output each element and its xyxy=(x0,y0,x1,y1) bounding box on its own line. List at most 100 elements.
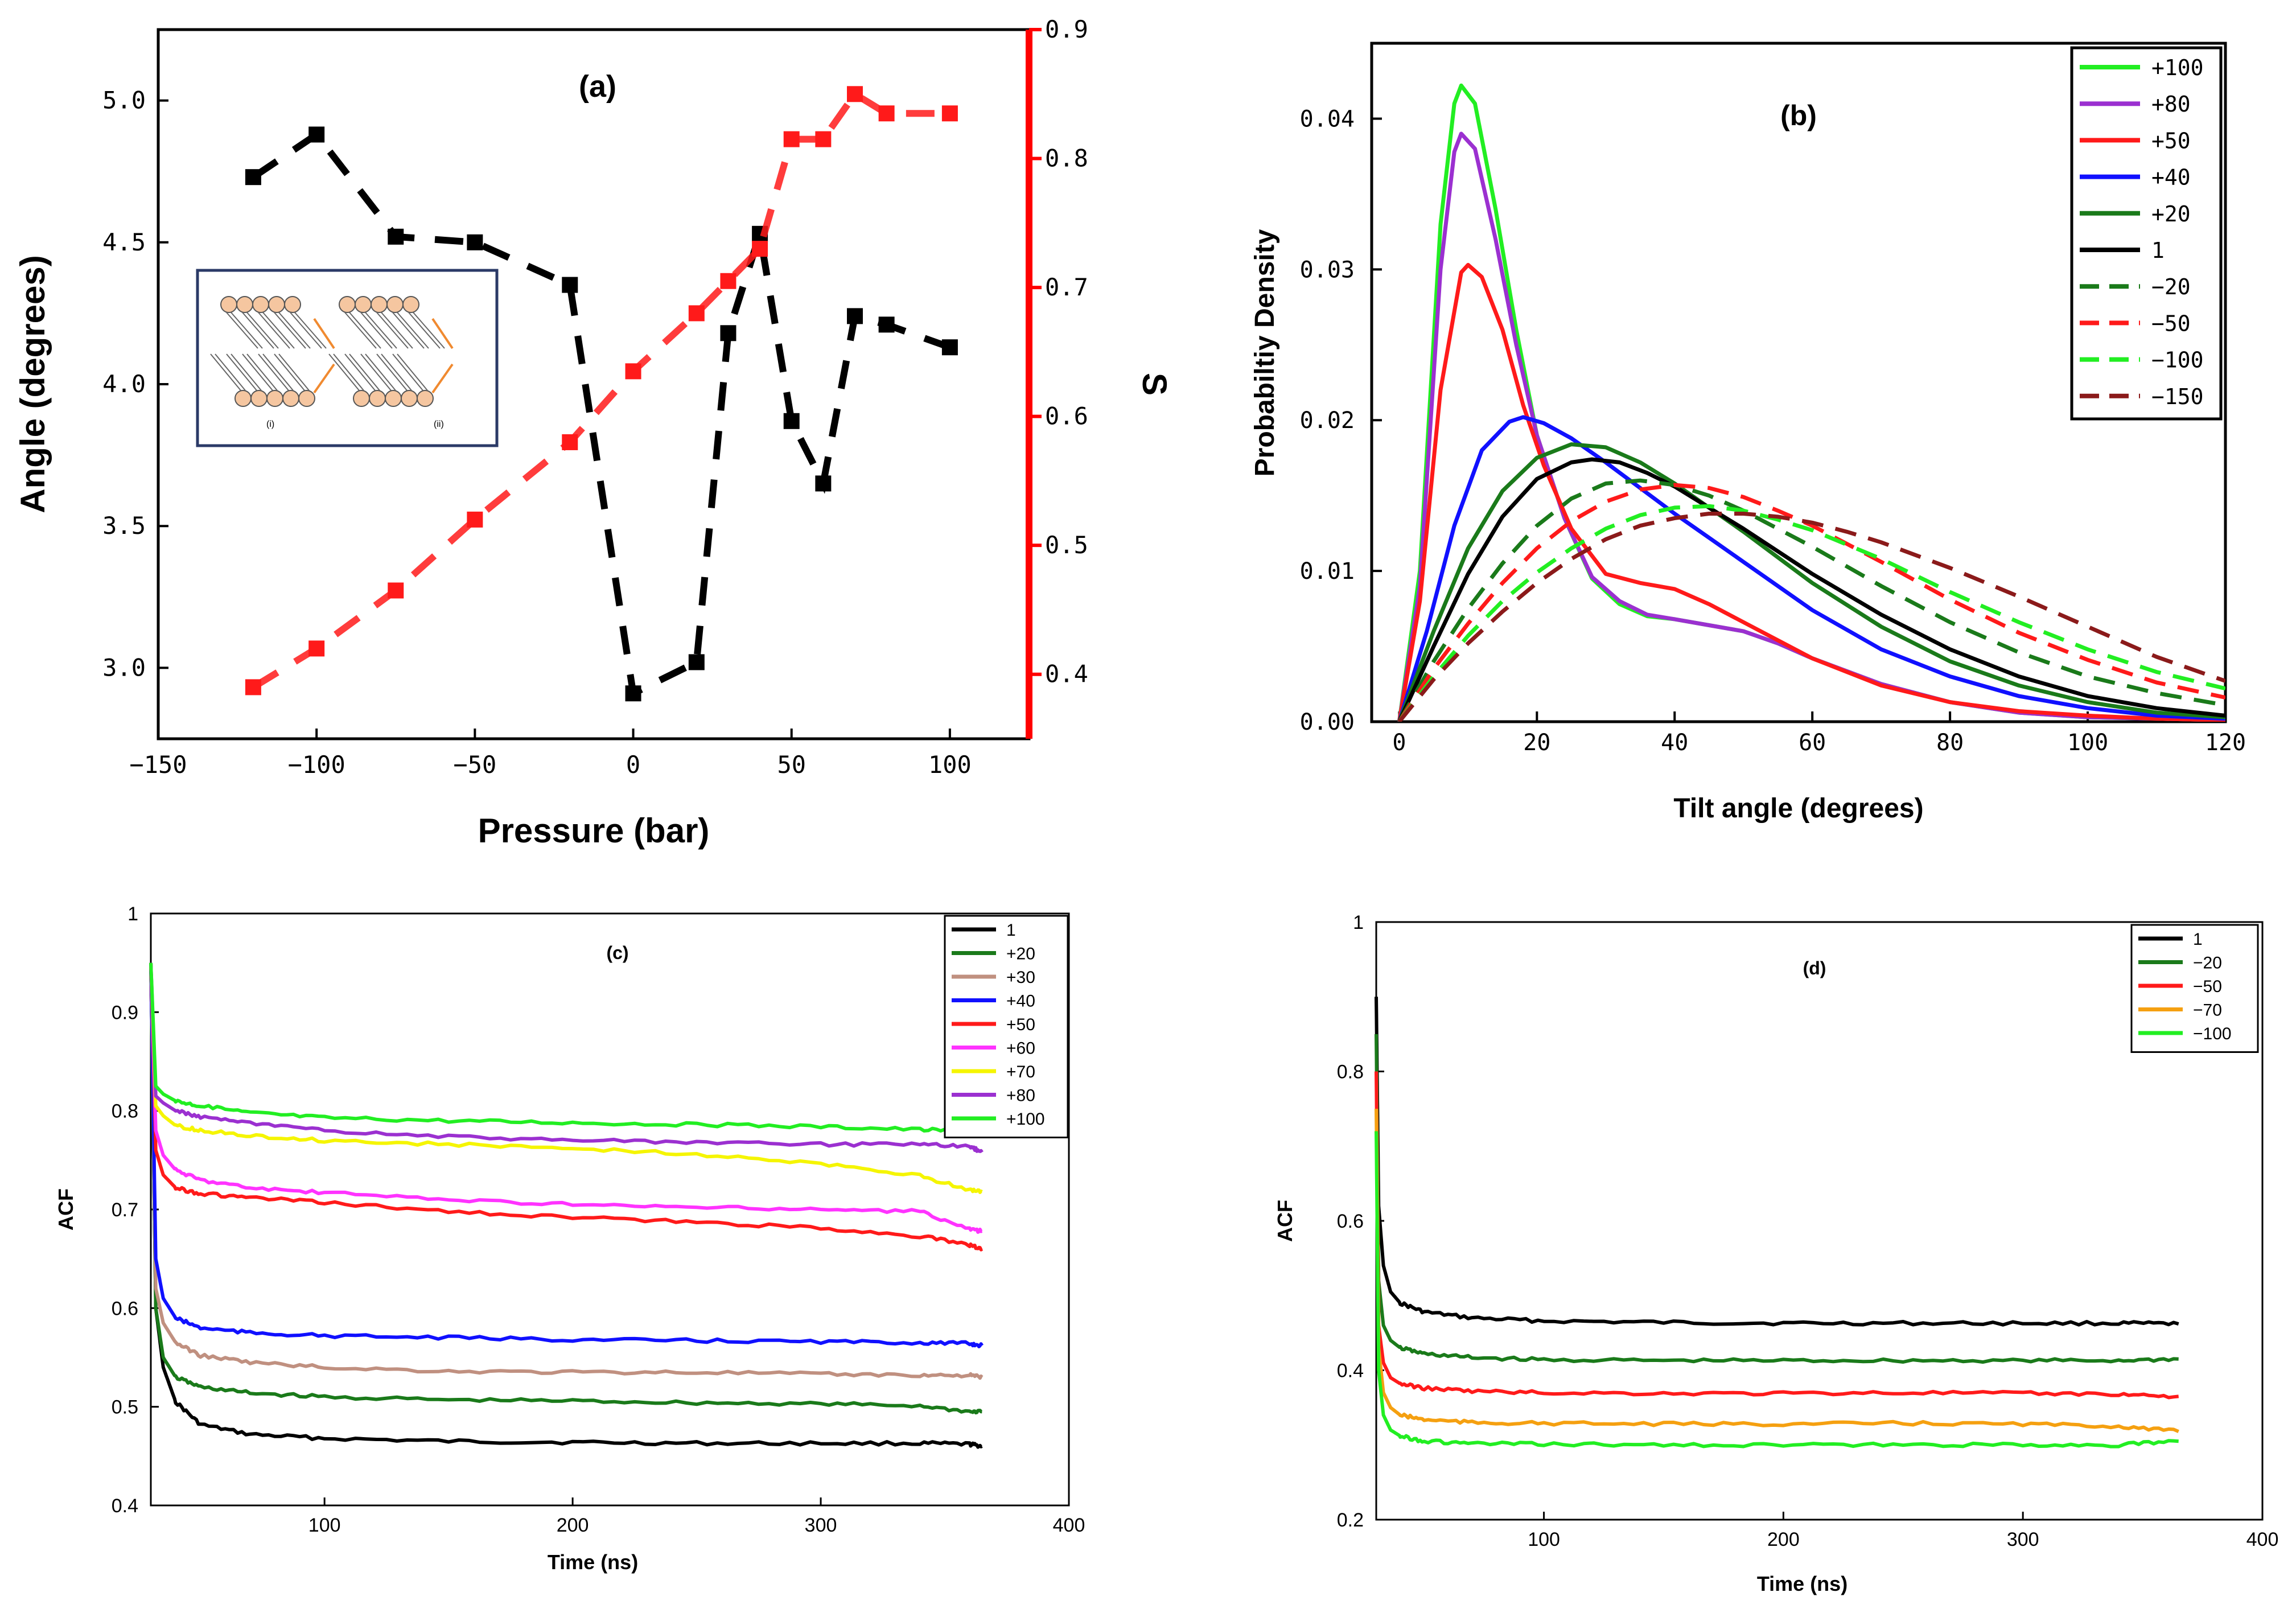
x-tick-label: 400 xyxy=(2246,1529,2279,1550)
head-group xyxy=(355,296,372,313)
legend-label: +50 xyxy=(2151,128,2191,153)
legend-label: +30 xyxy=(1006,968,1035,987)
tilt-arrow xyxy=(313,318,335,349)
x-axis-label: Pressure (bar) xyxy=(478,812,710,850)
series-line xyxy=(149,962,983,1234)
y-tick-label: 0.4 xyxy=(1337,1360,1364,1382)
tail xyxy=(392,312,425,349)
legend-label: 1 xyxy=(2151,238,2165,263)
head-group xyxy=(284,296,301,313)
head-group xyxy=(417,390,434,407)
x-tick-label: −100 xyxy=(288,751,345,779)
tail xyxy=(344,312,377,349)
panel-label: (c) xyxy=(606,943,628,963)
tail xyxy=(333,353,364,391)
x-tick-label: 200 xyxy=(1767,1529,1800,1550)
tail xyxy=(381,312,413,349)
series-line xyxy=(1375,1071,2179,1400)
x-tick-label: 80 xyxy=(1936,730,1964,756)
plot-frame xyxy=(1370,42,2227,723)
tail xyxy=(328,353,360,391)
series-line xyxy=(149,962,984,1154)
series-line xyxy=(1397,415,2225,722)
x-tick-label: 100 xyxy=(2067,730,2108,756)
data-point xyxy=(467,511,483,528)
panel-label: (b) xyxy=(1780,100,1817,131)
series-line xyxy=(149,962,970,1134)
data-point xyxy=(467,234,483,250)
x-tick-label: 0 xyxy=(626,751,640,779)
series-line xyxy=(149,962,983,1449)
x-tick-label: 400 xyxy=(1053,1515,1085,1536)
tail xyxy=(274,312,306,349)
head-group xyxy=(220,296,237,313)
y-axis-label: ACF xyxy=(1273,1200,1297,1242)
tail xyxy=(215,353,246,391)
tail xyxy=(365,312,397,349)
legend-label: +20 xyxy=(2151,201,2191,227)
tail xyxy=(242,353,273,391)
legend-box xyxy=(2130,924,2259,1053)
series-line xyxy=(1375,1109,2179,1433)
series-line xyxy=(1397,478,2225,722)
x-axis-label: Time (ns) xyxy=(548,1550,638,1574)
data-point xyxy=(878,316,895,333)
tail xyxy=(376,353,408,391)
tail xyxy=(231,312,263,349)
series-line xyxy=(149,962,983,1415)
head-group xyxy=(402,296,419,313)
head-group xyxy=(371,296,388,313)
y-axis-label: Angle (degrees) xyxy=(14,255,52,513)
head-group xyxy=(250,390,268,407)
data-point xyxy=(720,273,736,289)
legend-label: −70 xyxy=(2193,1001,2222,1020)
tail xyxy=(397,353,428,391)
series-line xyxy=(1375,1034,2179,1364)
series-line xyxy=(1397,504,2225,722)
x-tick-label: 100 xyxy=(928,751,972,779)
legend-label: 1 xyxy=(2193,930,2203,949)
legend-label: +50 xyxy=(1006,1015,1035,1034)
head-group xyxy=(353,390,370,407)
tilt-arrow xyxy=(313,363,335,394)
y-tick-label: 1 xyxy=(127,903,138,925)
head-group xyxy=(385,390,402,407)
head-group xyxy=(369,390,386,407)
x-tick-label: 100 xyxy=(1528,1529,1560,1550)
plot-frame xyxy=(150,912,1070,1507)
legend-label: +40 xyxy=(1006,992,1035,1011)
tail xyxy=(246,312,279,349)
y-tick-label: 0.6 xyxy=(112,1298,138,1319)
y-tick-label: 0.8 xyxy=(1337,1061,1364,1083)
y-tick-label: 4.0 xyxy=(102,370,146,398)
head-group xyxy=(282,390,299,407)
x-tick-label: 40 xyxy=(1661,730,1688,756)
tilt-arrow xyxy=(431,318,454,349)
tail xyxy=(349,312,381,349)
x-tick-label: 120 xyxy=(2205,730,2246,756)
legend-label: +100 xyxy=(2151,55,2204,80)
y2-tick-label: 0.6 xyxy=(1045,402,1088,430)
data-point xyxy=(878,105,895,122)
panel-d: 100 200 300 400 0.2 0.4 0.6 0.8 1 Time (ns) ACF (d)… xyxy=(1273,912,2278,1595)
y-tick-label: 3.0 xyxy=(102,653,146,681)
data-point xyxy=(815,131,832,147)
data-point xyxy=(783,413,800,429)
tail xyxy=(246,353,278,391)
data-point xyxy=(941,105,958,122)
series-line xyxy=(149,962,984,1380)
y-tick-label: 0.03 xyxy=(1300,257,1355,283)
inset-schematic: (i) (ii) xyxy=(196,269,499,447)
tail xyxy=(349,353,380,391)
data-point xyxy=(688,305,705,322)
x-tick-label: 200 xyxy=(557,1515,589,1536)
y-tick-label: 0.5 xyxy=(112,1397,138,1418)
panel-c: 100 200 300 400 0.4 0.5 0.6 0.7 0.8 0.9 1 Time (ns)… xyxy=(54,903,1085,1574)
tail xyxy=(226,353,257,391)
data-point xyxy=(562,277,578,293)
data-point xyxy=(847,86,863,102)
legend-label: +20 xyxy=(1006,945,1035,964)
panel-a: −150 −100 −50 0 50 100 3.0 3.5 4.0 4.5 5.0 0.4 0.5 0.… xyxy=(14,15,1174,850)
y2-tick-label: 0.8 xyxy=(1045,145,1088,172)
y-tick-label: 0.7 xyxy=(112,1199,138,1221)
